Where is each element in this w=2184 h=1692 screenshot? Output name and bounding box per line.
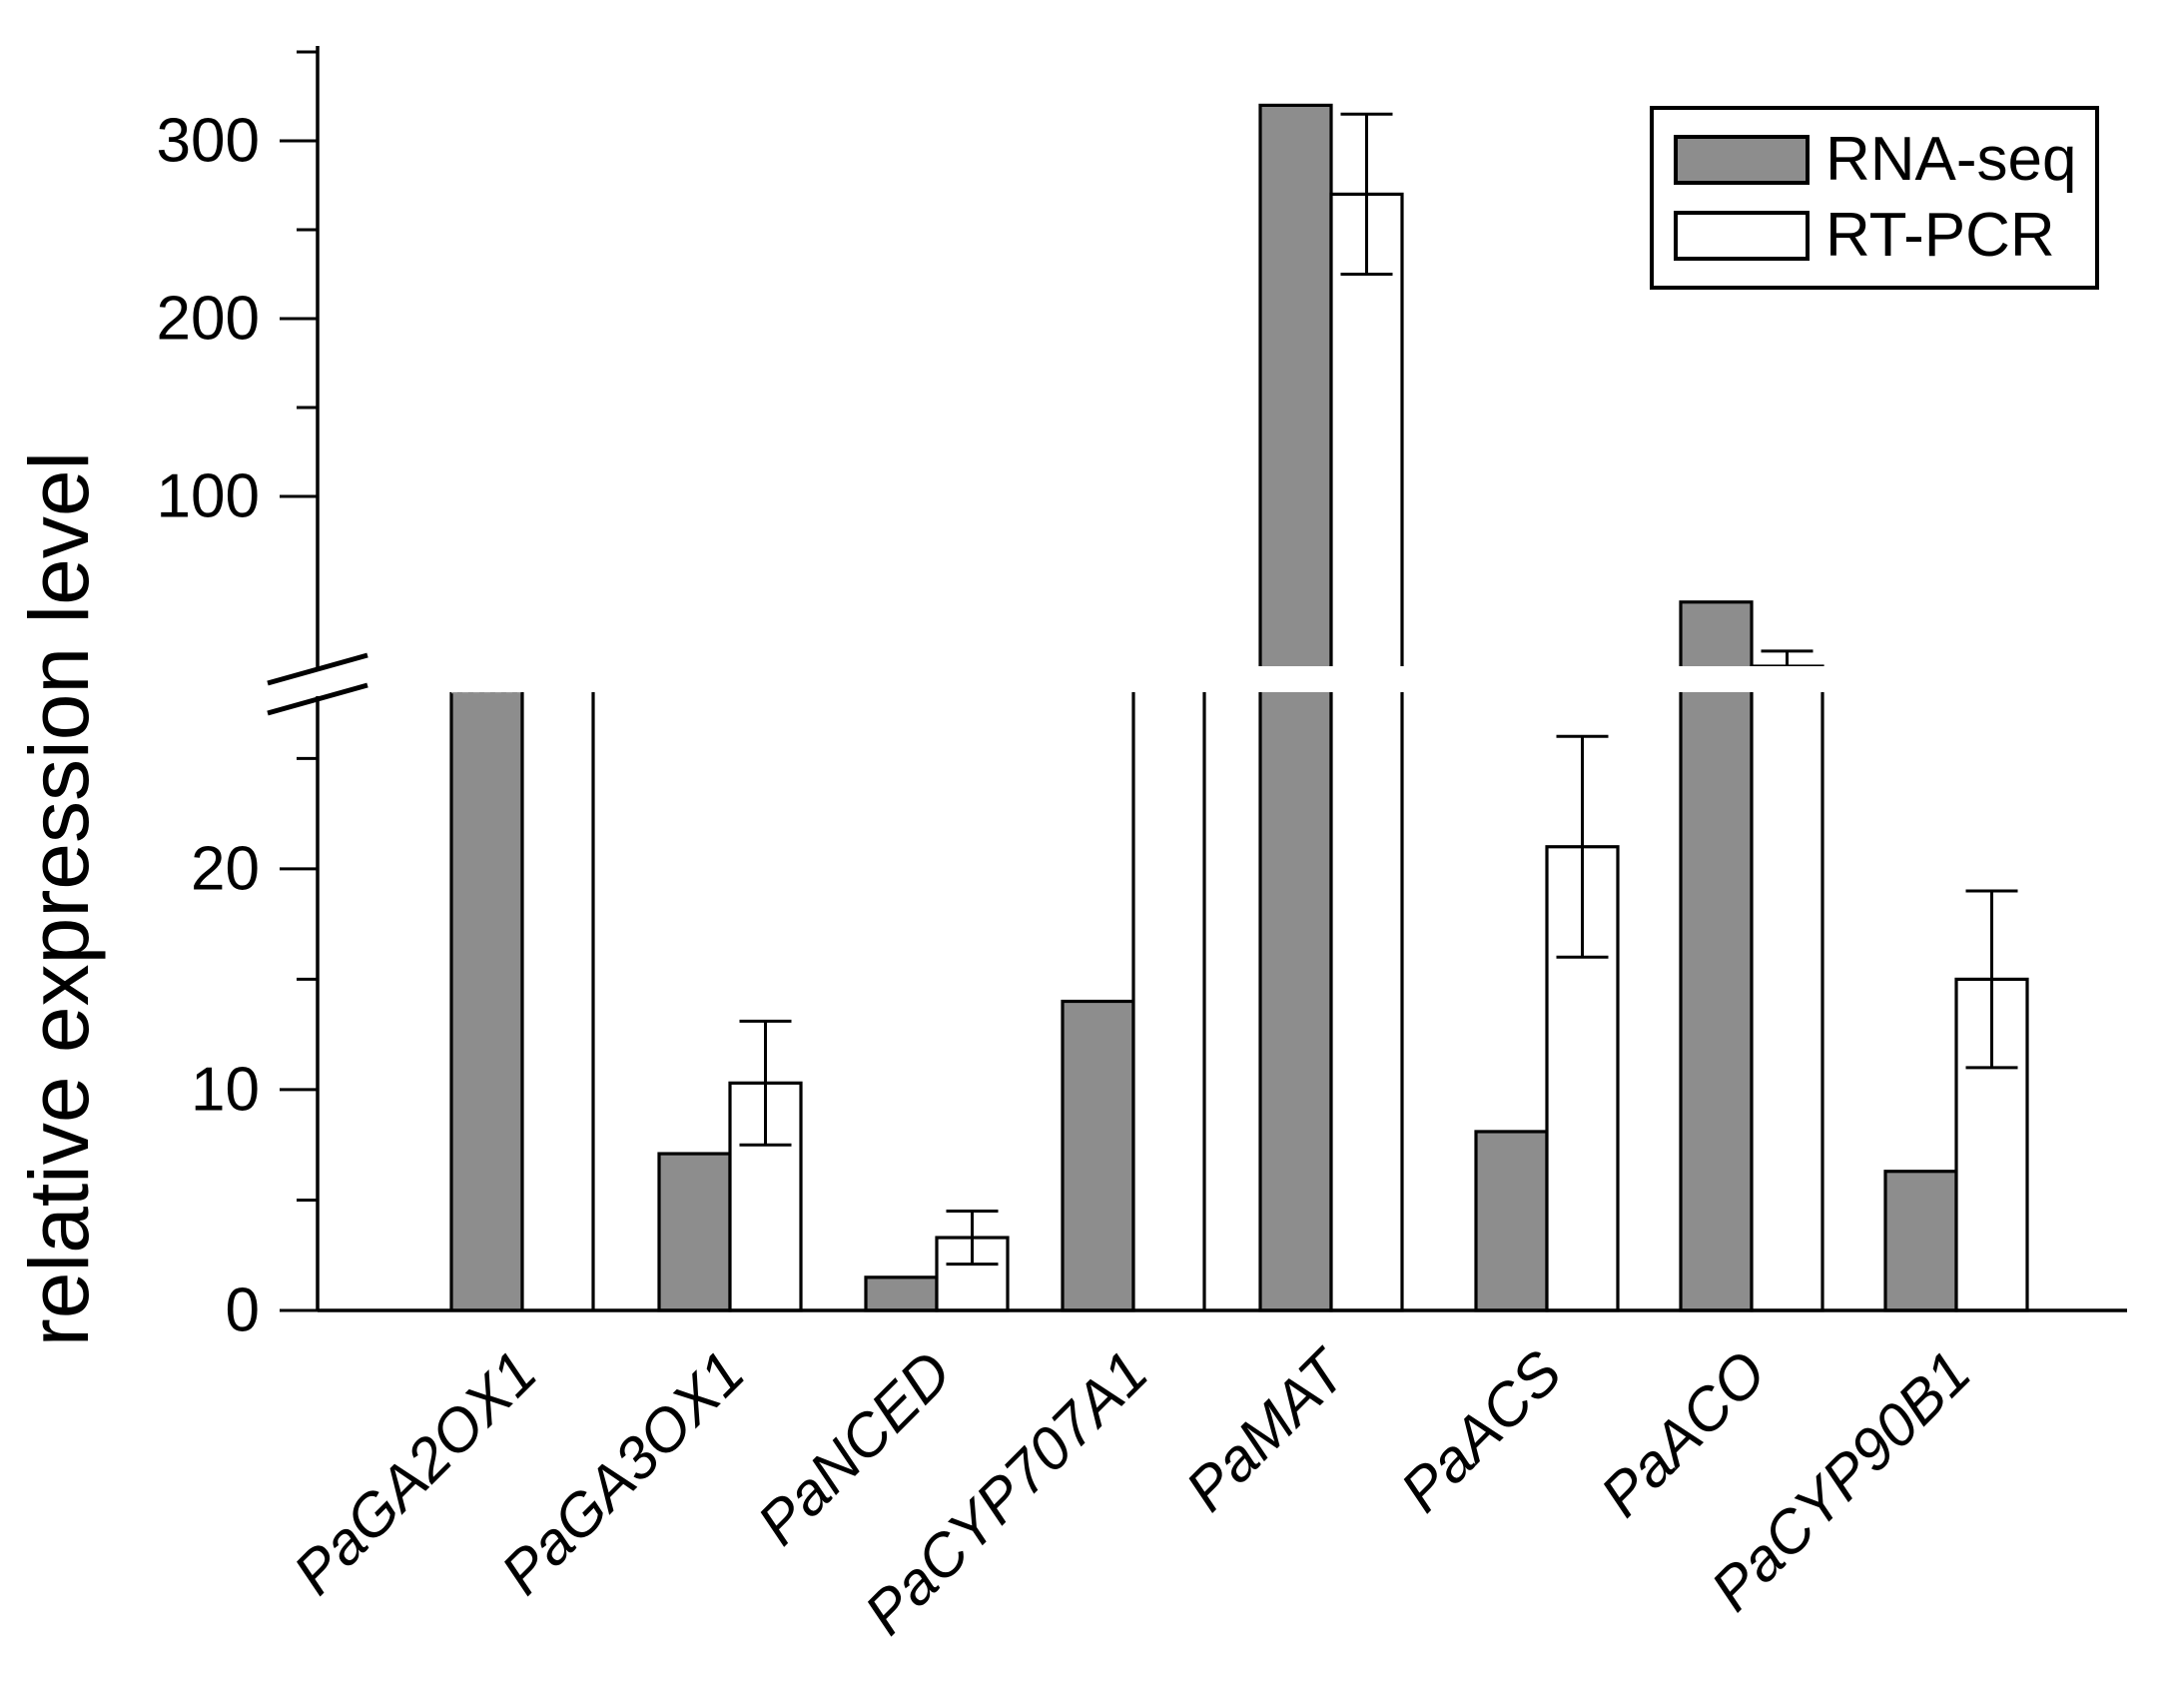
x-category-label-PaACO: PaACO <box>1588 1338 1779 1529</box>
axis-break-slash-upper <box>267 652 368 686</box>
bar-RNA-seq-PaCYP90B1 <box>1883 1170 1958 1312</box>
legend-label-rnaseq: RNA-seq <box>1825 125 2077 194</box>
axes-layer <box>267 46 2127 1312</box>
legend-swatch-rtpcr <box>1674 211 1810 261</box>
bar-RT-PCR-PaCYP707A1 <box>1133 692 1204 1310</box>
y-tick-label-10: 10 <box>191 1055 260 1124</box>
bar-RNA-seq-PaGA2OX1 <box>451 692 522 1310</box>
y-tick-label-20: 20 <box>191 834 260 903</box>
bar-RNA-seq-PaCYP707A1 <box>1061 999 1135 1312</box>
legend: RNA-seq RT-PCR <box>1650 106 2099 290</box>
axis-break-slash-lower <box>267 682 368 716</box>
bar-RNA-seq-PaNCED <box>864 1275 939 1312</box>
y-tick-label-0: 0 <box>226 1276 260 1345</box>
bar-RT-PCR-PaGA2OX1 <box>522 692 593 1310</box>
y-tick-label-300: 300 <box>157 107 260 176</box>
bar-RNA-seq-PaACO <box>1679 600 1754 1312</box>
axis-break-band <box>320 666 2127 692</box>
bars-layer <box>449 103 2029 1312</box>
bar-RNA-seq-PaMAT <box>1258 103 1333 1312</box>
bar-RT-PCR-PaACO <box>1750 664 1824 1312</box>
x-category-label-PaACS: PaACS <box>1388 1338 1575 1525</box>
legend-item-rtpcr: RT-PCR <box>1674 205 2095 267</box>
axis-break-gap <box>320 666 2127 692</box>
bar-RT-PCR-PaMAT <box>1329 192 1404 1312</box>
bar-RNA-seq-PaGA3OX1 <box>657 1152 732 1312</box>
legend-swatch-rnaseq <box>1674 135 1810 185</box>
y-axis-title: relative expression level <box>12 451 106 1346</box>
x-category-label-PaMAT: PaMAT <box>1173 1335 1362 1524</box>
legend-item-rnaseq: RNA-seq <box>1674 129 2095 191</box>
y-tick-label-200: 200 <box>157 285 260 354</box>
y-tick-label-100: 100 <box>157 462 260 531</box>
legend-label-rtpcr: RT-PCR <box>1825 201 2055 270</box>
bar-RNA-seq-PaACS <box>1474 1130 1549 1312</box>
